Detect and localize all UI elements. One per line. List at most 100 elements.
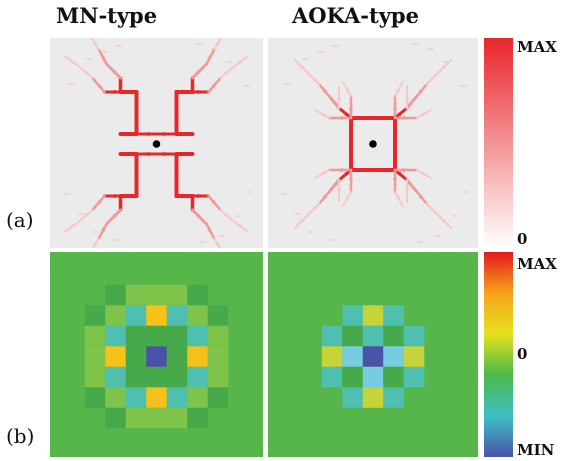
current-arrow bbox=[96, 82, 102, 89]
current-arrow bbox=[118, 81, 123, 88]
map-pixel bbox=[362, 346, 384, 367]
current-arrow bbox=[395, 195, 401, 202]
current-arrow bbox=[310, 75, 317, 82]
map-pixel bbox=[383, 387, 404, 408]
current-arrow bbox=[345, 195, 351, 202]
map-pixel bbox=[187, 387, 208, 408]
map-pixel bbox=[187, 305, 208, 326]
map-pixel bbox=[166, 366, 188, 388]
current-arrow bbox=[100, 228, 106, 235]
current-arrow bbox=[100, 53, 106, 60]
current-arrow bbox=[441, 63, 448, 70]
current-arrow bbox=[331, 99, 338, 106]
panel-a-aoka-current-map bbox=[268, 38, 478, 248]
current-arrow bbox=[125, 89, 132, 95]
map-pixel bbox=[146, 346, 167, 367]
current-arrow bbox=[238, 59, 245, 65]
current-arrow bbox=[68, 59, 75, 65]
current-arrow bbox=[215, 242, 221, 248]
map-pixel bbox=[84, 305, 106, 326]
current-arrow bbox=[348, 127, 354, 134]
current-arrow bbox=[215, 39, 221, 46]
current-arrow bbox=[403, 167, 410, 173]
current-arrow bbox=[319, 112, 326, 118]
current-arrow bbox=[345, 86, 351, 93]
map-pixel bbox=[105, 366, 126, 388]
map-pixel bbox=[125, 325, 147, 347]
map-pixel bbox=[383, 366, 404, 388]
map-pixel bbox=[166, 387, 188, 408]
current-arrow bbox=[109, 193, 116, 199]
current-arrow bbox=[403, 115, 410, 121]
map-pixel bbox=[125, 366, 147, 388]
row-label-b: (b) bbox=[6, 424, 35, 448]
current-arrow bbox=[358, 167, 365, 173]
current-arrow bbox=[429, 75, 436, 82]
current-arrow bbox=[310, 206, 317, 213]
current-arrow bbox=[321, 87, 328, 94]
map-pixel bbox=[187, 284, 208, 306]
map-pixel bbox=[403, 325, 425, 347]
current-arrow bbox=[336, 188, 342, 195]
current-arrow bbox=[163, 131, 170, 137]
current-arrow bbox=[392, 103, 398, 110]
current-arrow bbox=[211, 82, 217, 89]
map-pixel bbox=[84, 346, 106, 367]
current-arrow bbox=[397, 110, 404, 117]
current-arrow bbox=[190, 200, 195, 207]
current-arrow bbox=[143, 131, 150, 137]
current-arrow bbox=[420, 112, 427, 118]
map-pixel bbox=[84, 325, 106, 347]
current-arrow bbox=[381, 167, 388, 173]
current-arrow bbox=[125, 131, 132, 137]
current-arrow bbox=[181, 89, 188, 95]
map-pixel bbox=[207, 325, 229, 347]
current-arrow bbox=[92, 39, 98, 46]
current-arrow bbox=[336, 167, 343, 173]
map-pixel bbox=[207, 305, 229, 326]
map-pixel bbox=[321, 346, 343, 367]
current-arrow bbox=[395, 86, 401, 93]
current-arrow bbox=[404, 93, 410, 100]
map-pixel bbox=[207, 346, 229, 367]
map-pixel bbox=[105, 325, 126, 347]
map-pixel bbox=[146, 305, 167, 326]
map-pixel bbox=[362, 387, 384, 408]
current-arrow bbox=[408, 99, 415, 106]
current-arrow bbox=[207, 53, 213, 60]
current-arrow bbox=[134, 109, 139, 116]
current-arrow bbox=[163, 151, 170, 157]
map-pixel bbox=[125, 305, 147, 326]
map-pixel bbox=[105, 387, 126, 408]
map-pixel bbox=[342, 325, 363, 347]
map-pixel bbox=[105, 305, 126, 326]
current-arrow bbox=[404, 188, 410, 195]
map-pixel bbox=[207, 387, 229, 408]
title-mn-type: MN-type bbox=[56, 3, 158, 28]
current-arrow bbox=[118, 200, 123, 207]
map-pixel bbox=[146, 284, 167, 306]
row-label-a: (a) bbox=[6, 208, 34, 232]
map-pixel bbox=[362, 305, 384, 326]
current-arrow bbox=[196, 213, 202, 220]
map-pixel bbox=[105, 407, 126, 429]
current-arrow bbox=[321, 194, 328, 201]
map-pixel bbox=[342, 346, 363, 367]
current-arrow bbox=[181, 193, 188, 199]
map-pixel bbox=[84, 366, 106, 388]
map-pixel bbox=[187, 346, 208, 367]
current-arrow bbox=[418, 87, 425, 94]
current-arrow bbox=[319, 170, 326, 176]
colorbar-a-max-label: MAX bbox=[517, 38, 557, 56]
map-pixel bbox=[383, 325, 404, 347]
map-pixel bbox=[125, 407, 147, 429]
current-arrow bbox=[125, 193, 132, 199]
center-dot bbox=[369, 140, 377, 148]
current-arrow bbox=[298, 63, 305, 70]
map-pixel bbox=[146, 366, 167, 388]
current-arrow bbox=[211, 199, 217, 206]
current-arrow bbox=[181, 131, 188, 137]
map-pixel bbox=[166, 346, 188, 367]
current-arrow bbox=[181, 151, 188, 157]
map-pixel bbox=[321, 366, 343, 388]
